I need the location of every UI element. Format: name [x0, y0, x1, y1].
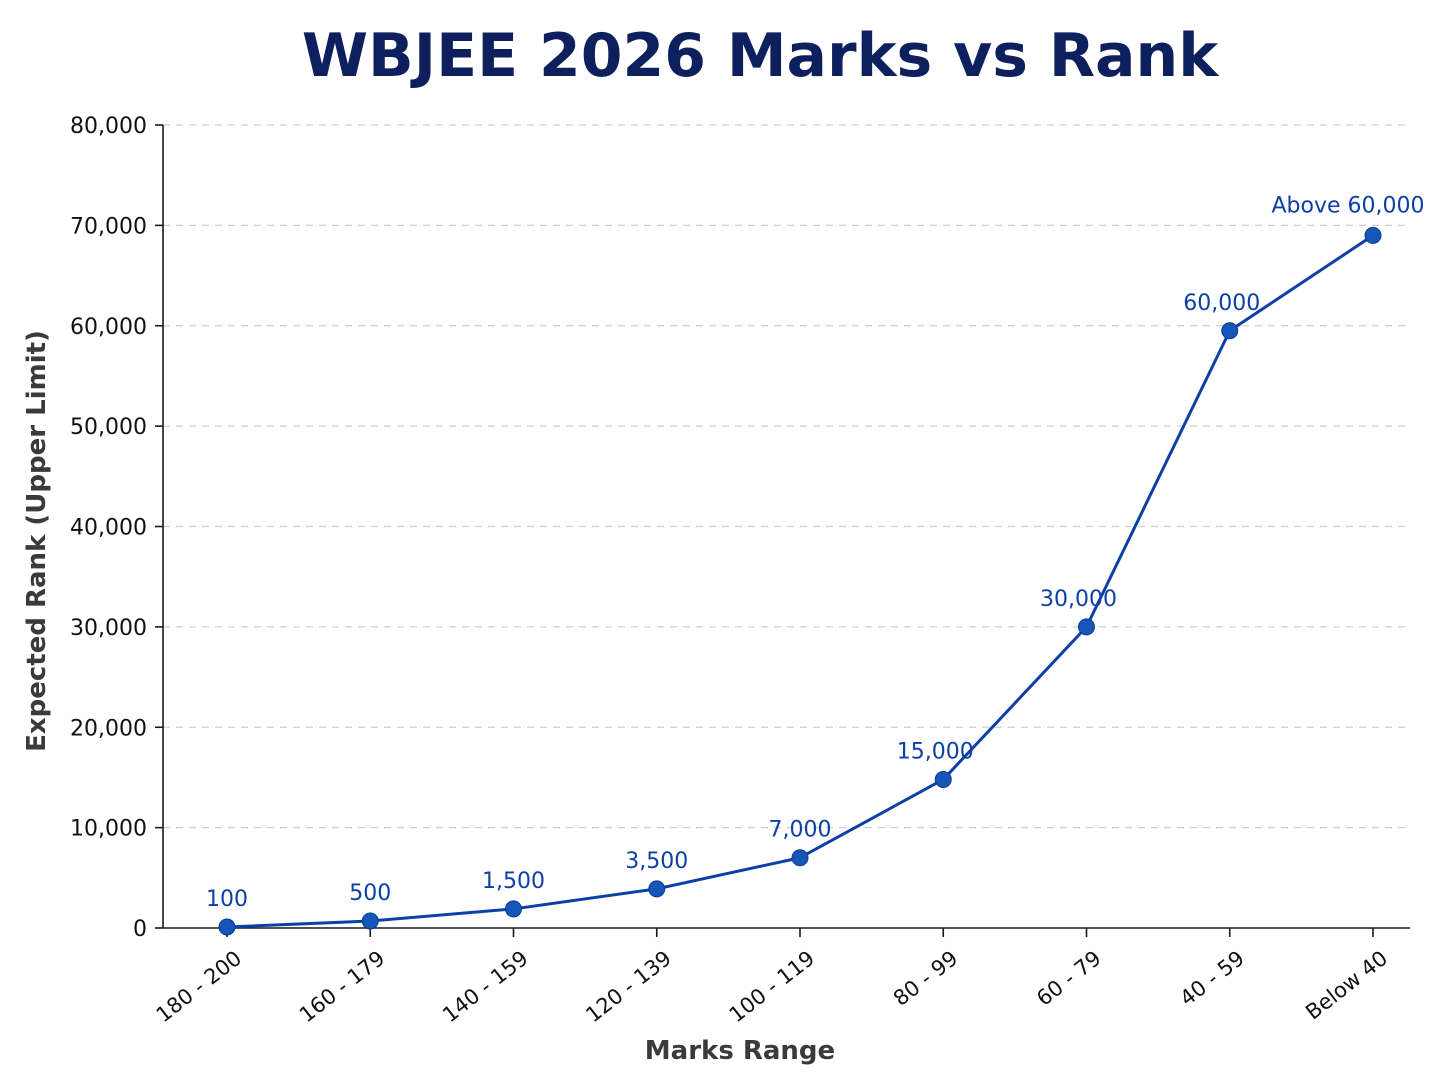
- x-axis-title: Marks Range: [645, 1036, 835, 1066]
- chart-title: WBJEE 2026 Marks vs Rank: [302, 21, 1220, 91]
- data-point: [218, 918, 236, 936]
- y-tick-label: 20,000: [70, 716, 147, 741]
- x-tick-label: 100 - 119: [725, 946, 819, 1027]
- y-tick-label: 50,000: [70, 415, 147, 440]
- data-label: 7,000: [769, 818, 832, 843]
- data-point: [1078, 618, 1095, 636]
- x-tick-label: 160 - 179: [295, 946, 389, 1027]
- y-tick-labels: 0 10,000 20,000 30,000 40,000 50,000 60,000 70,…: [70, 114, 147, 942]
- data-label: 500: [349, 881, 391, 906]
- x-tick-label: Below 40: [1301, 946, 1392, 1024]
- y-tick-label: 10,000: [70, 817, 147, 842]
- data-labels: 100 500 1,500 3,500 7,000 15,000 30,000 60,000 A…: [206, 193, 1425, 912]
- y-tick-label: 80,000: [70, 114, 147, 139]
- x-tick-label: 180 - 200: [152, 946, 246, 1027]
- y-axis-title: Expected Rank (Upper Limit): [22, 330, 52, 752]
- data-point: [648, 880, 666, 898]
- data-point: [505, 900, 522, 918]
- y-tick-label: 0: [133, 917, 147, 942]
- x-tick-label: 80 - 99: [889, 946, 962, 1011]
- x-tick-label: 140 - 159: [438, 946, 532, 1027]
- x-tick-label: 60 - 79: [1032, 946, 1105, 1011]
- x-tick-label: 40 - 59: [1175, 946, 1248, 1011]
- data-point: [934, 770, 952, 788]
- data-point: [1364, 226, 1382, 244]
- data-label: 1,500: [482, 869, 545, 894]
- data-point: [361, 912, 379, 930]
- y-tick-label: 60,000: [70, 315, 147, 340]
- data-label: 30,000: [1040, 587, 1117, 612]
- x-tick-label: 120 - 139: [581, 946, 675, 1027]
- data-label: Above 60,000: [1271, 193, 1424, 218]
- data-markers: [218, 226, 1382, 936]
- data-label: 100: [206, 887, 248, 912]
- x-tick-labels: 180 - 200 160 - 179 140 - 159 120 - 139 100 …: [152, 946, 1392, 1027]
- y-tick-label: 30,000: [70, 616, 147, 641]
- data-point: [791, 849, 809, 867]
- y-tick-label: 70,000: [70, 214, 147, 239]
- grid-lines: [163, 124, 1410, 829]
- data-label: 15,000: [897, 739, 974, 764]
- data-point: [1221, 322, 1239, 340]
- data-label: 60,000: [1183, 291, 1260, 316]
- data-label: 3,500: [625, 849, 688, 874]
- axes: [155, 124, 1410, 937]
- y-tick-label: 40,000: [70, 516, 147, 541]
